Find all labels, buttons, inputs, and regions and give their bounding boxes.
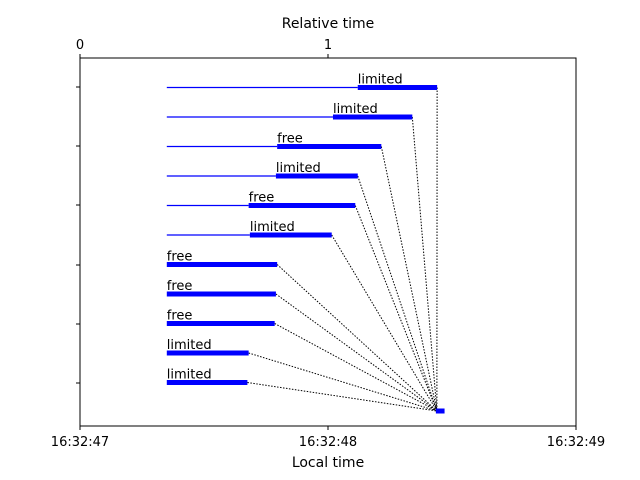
connector-line (354, 205, 438, 412)
connector-line (276, 264, 438, 412)
chart-marks: limitedlimitedfreelimitedfreelimitedfree… (166, 73, 445, 414)
x-axis-label: Local time (292, 455, 364, 471)
connector-line (248, 352, 438, 412)
connector-line (247, 382, 437, 412)
run-bar (166, 262, 278, 267)
task-label: limited (276, 161, 321, 176)
connector-line (274, 323, 438, 412)
task-label: limited (167, 368, 212, 383)
connector-line (411, 116, 438, 412)
connector-line (380, 146, 438, 412)
task-label: free (167, 250, 193, 265)
task-label: free (167, 309, 193, 324)
run-bar (248, 203, 356, 208)
x-tick-label: 16:32:49 (547, 435, 605, 450)
top-tick-label: 0 (76, 38, 84, 53)
chart-axes: 16:32:47 16:32:48 16:32:49 0 1 (51, 38, 605, 450)
run-bar (166, 350, 249, 356)
run-bar (275, 173, 358, 179)
connector-line (275, 293, 438, 412)
run-bar (277, 144, 382, 149)
run-bar (166, 321, 275, 326)
run-bar (166, 380, 248, 385)
task-label: free (249, 191, 275, 206)
final-marker (435, 408, 445, 414)
task-label: limited (358, 73, 403, 88)
task-label: free (277, 132, 303, 147)
task-label: limited (333, 102, 378, 117)
task-label: limited (250, 220, 295, 235)
connector-line (331, 234, 438, 412)
run-bar (357, 85, 438, 90)
task-label: free (167, 279, 193, 294)
plot-frame (79, 57, 577, 427)
connector-line (357, 175, 438, 412)
top-tick-label: 1 (324, 38, 332, 53)
run-bar (332, 114, 413, 120)
x-tick-label: 16:32:47 (51, 435, 109, 450)
task-label: limited (167, 338, 212, 353)
run-bar (249, 232, 332, 238)
run-bar (166, 291, 276, 297)
top-axis-label: Relative time (282, 16, 375, 32)
x-tick-label: 16:32:48 (299, 435, 357, 450)
